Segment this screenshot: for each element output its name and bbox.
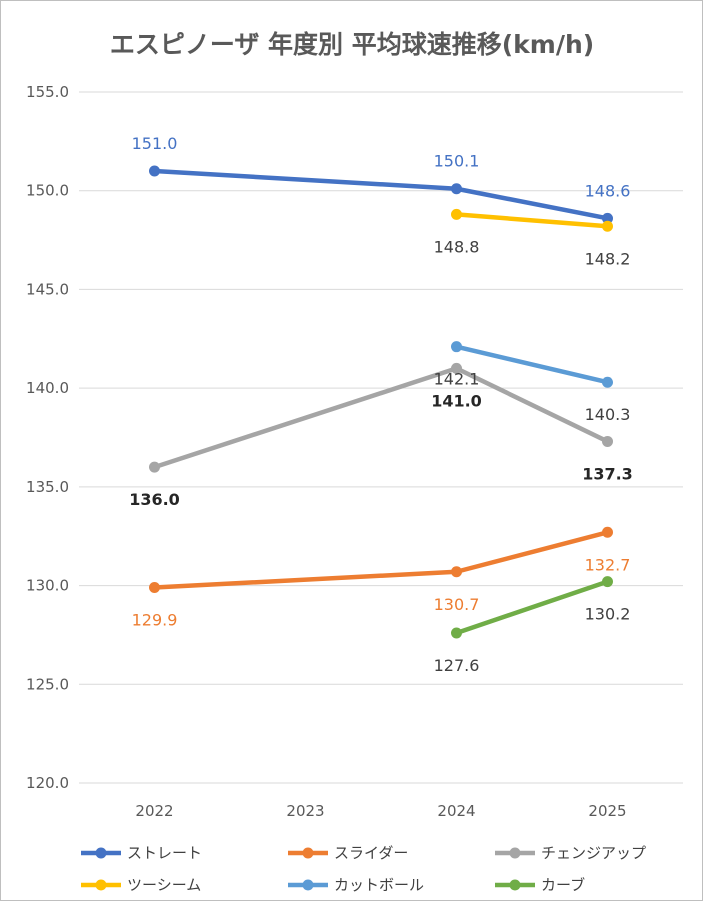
legend-label: ストレート bbox=[127, 844, 202, 862]
legend-label: スライダー bbox=[334, 844, 408, 862]
data-label: 137.3 bbox=[582, 464, 633, 483]
legend-swatch-marker bbox=[95, 879, 107, 891]
data-point bbox=[451, 362, 462, 374]
data-label: 132.7 bbox=[585, 555, 631, 574]
series-3 bbox=[451, 208, 613, 232]
legend-item: ツーシーム bbox=[81, 876, 201, 894]
y-tick-label: 155.0 bbox=[26, 83, 69, 101]
data-point bbox=[451, 183, 462, 195]
legend-item: カーブ bbox=[495, 876, 585, 894]
data-label: 140.3 bbox=[585, 405, 631, 424]
data-point bbox=[451, 627, 462, 639]
data-point bbox=[602, 435, 613, 447]
x-tick-label: 2025 bbox=[588, 802, 626, 820]
series-4 bbox=[451, 341, 613, 388]
data-label: 148.2 bbox=[585, 249, 631, 268]
legend-swatch-marker bbox=[302, 847, 314, 859]
series-5 bbox=[451, 576, 613, 639]
series-2 bbox=[149, 362, 613, 473]
series-line bbox=[152, 168, 610, 221]
data-label: 150.1 bbox=[434, 152, 480, 171]
data-point bbox=[602, 212, 613, 224]
data-label: 136.0 bbox=[129, 490, 180, 509]
series-line bbox=[152, 530, 610, 590]
legend-item: スライダー bbox=[288, 844, 408, 862]
y-tick-label: 140.0 bbox=[26, 379, 69, 397]
legend-swatch-marker bbox=[509, 879, 521, 891]
data-point bbox=[149, 461, 160, 473]
series-1 bbox=[149, 526, 613, 594]
y-tick-label: 130.0 bbox=[26, 577, 69, 595]
series-line bbox=[152, 366, 610, 470]
data-label: 127.6 bbox=[434, 656, 480, 675]
data-label: 151.0 bbox=[132, 134, 178, 153]
y-tick-label: 135.0 bbox=[26, 478, 69, 496]
data-point bbox=[602, 376, 613, 388]
data-label: 130.2 bbox=[585, 605, 631, 624]
x-tick-label: 2024 bbox=[437, 802, 475, 820]
series-0 bbox=[149, 165, 613, 224]
legend-swatch-marker bbox=[302, 879, 314, 891]
data-point bbox=[602, 526, 613, 538]
data-point bbox=[149, 165, 160, 177]
chart-title: エスピノーザ 年度別 平均球速推移(km/h) bbox=[110, 30, 594, 59]
legend-label: カットボール bbox=[334, 876, 424, 894]
data-point bbox=[451, 566, 462, 578]
data-labels: 151.0 150.1 148.6 129.9 130.7 132.7 136.0 141.0… bbox=[129, 134, 633, 675]
legend-swatch-marker bbox=[509, 847, 521, 859]
series-line bbox=[454, 344, 610, 385]
legend-item: カットボール bbox=[288, 876, 424, 894]
data-label: 129.9 bbox=[132, 611, 178, 630]
data-point bbox=[602, 576, 613, 588]
data-label: 148.8 bbox=[434, 237, 480, 256]
legend-label: ツーシーム bbox=[127, 876, 201, 894]
legend-item: チェンジアップ bbox=[495, 844, 646, 862]
y-axis-ticks: 120.0 125.0 130.0 135.0 140.0 145.0 150.0 155.0 bbox=[26, 83, 69, 792]
y-tick-label: 145.0 bbox=[26, 280, 69, 298]
data-label: 142.1 bbox=[434, 370, 480, 389]
series-lines bbox=[149, 165, 613, 639]
data-label: 130.7 bbox=[434, 595, 480, 614]
data-point bbox=[602, 220, 613, 232]
data-label: 141.0 bbox=[431, 391, 482, 410]
x-tick-label: 2022 bbox=[135, 802, 173, 820]
legend-item: ストレート bbox=[81, 844, 202, 862]
legend-label: カーブ bbox=[541, 876, 585, 894]
data-point bbox=[149, 582, 160, 594]
x-axis-ticks: 2022 2023 2024 2025 bbox=[135, 802, 626, 820]
data-point bbox=[451, 208, 462, 220]
x-tick-label: 2023 bbox=[286, 802, 324, 820]
y-tick-label: 125.0 bbox=[26, 675, 69, 693]
data-point bbox=[451, 341, 462, 353]
legend-swatch-marker bbox=[95, 847, 107, 859]
series-line bbox=[454, 212, 610, 229]
series-line bbox=[454, 579, 610, 636]
y-tick-label: 150.0 bbox=[26, 182, 69, 200]
legend-label: チェンジアップ bbox=[541, 844, 646, 862]
data-label: 148.6 bbox=[585, 181, 631, 200]
y-tick-label: 120.0 bbox=[26, 774, 69, 792]
